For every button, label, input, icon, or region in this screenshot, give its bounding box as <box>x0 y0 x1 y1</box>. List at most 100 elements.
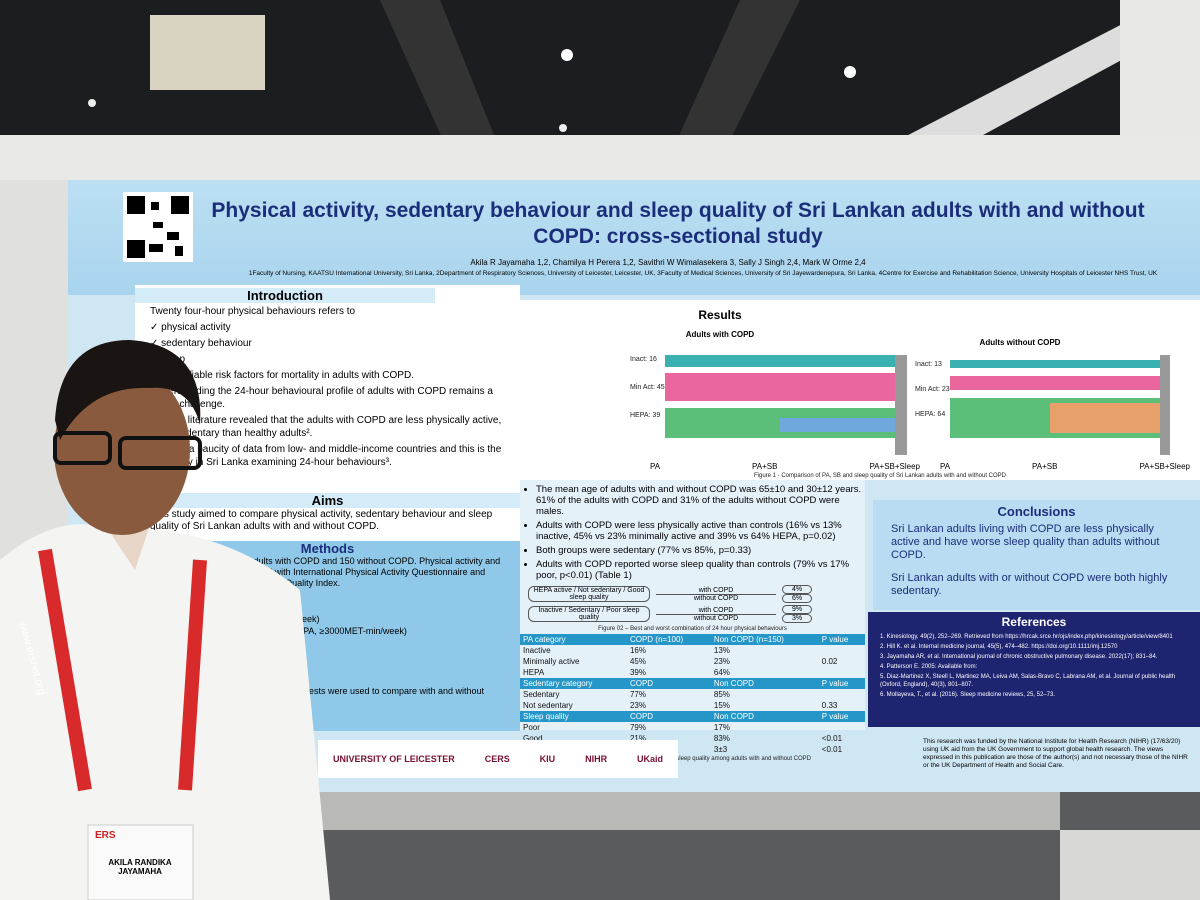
group: without COPD <box>693 594 739 602</box>
table-cell: Not sedentary <box>523 701 573 710</box>
node-label: Inact: 13 <box>915 361 942 368</box>
table-cell <box>819 645 865 656</box>
table-cell: 23% <box>629 701 646 710</box>
table-cell: P value <box>818 634 865 645</box>
profile: Inactive / Sedentary / Poor sleep qualit… <box>528 606 650 622</box>
logo: CERS <box>484 754 510 764</box>
poster: Physical activity, sedentary behaviour a… <box>68 180 1200 792</box>
reference: 1. Kinesiology, 49(2), 252–269. Retrieve… <box>880 634 1173 640</box>
qr-code <box>123 192 193 262</box>
logo: UKaid <box>637 754 664 764</box>
table-caption: Table 01 – Comparison of PA, SB and slee… <box>573 756 812 762</box>
result-bullet: Adults with COPD reported worse sleep qu… <box>536 559 865 581</box>
results-text: The mean age of adults with and without … <box>520 480 865 762</box>
table-cell: 17% <box>713 723 730 732</box>
table-cell: Good <box>523 734 543 743</box>
logos: UNIVERSITY OF LEICESTER CERS KIU NIHR UKaid <box>318 740 678 778</box>
intro-line: are modifiable risk factors for mortalit… <box>150 370 414 381</box>
table-cell: Poor <box>523 723 540 732</box>
profile: HEPA active / Not sedentary / Good sleep… <box>528 586 650 602</box>
nodes-left: Inact: 16 Min Act: 45 HEPA: 39 <box>630 355 665 439</box>
table-row: Poor 79% 17% <box>520 722 865 733</box>
table-cell: <0.01 <box>821 734 843 743</box>
conclusion: Sri Lankan adults with or without COPD w… <box>891 572 1168 597</box>
node-label: Min Act: 23 <box>915 386 950 393</box>
conclusions-heading: Conclusions <box>997 504 1076 519</box>
intro-text: Twenty four-hour physical behaviours ref… <box>150 305 510 472</box>
reference: 6. Mollayeva, T., et al. (2016). Sleep m… <box>880 692 1055 698</box>
table-row: Sedentary category COPD Non COPD P value <box>520 678 865 689</box>
percents: 4% 6% <box>782 585 812 603</box>
logo: NIHR <box>585 754 608 764</box>
table-cell: 79% <box>629 723 646 732</box>
table-row: HEPA 39% 64% <box>520 667 865 678</box>
table-cell: P value <box>818 711 865 722</box>
logo: KIU <box>539 754 556 764</box>
table-cell: Sleep quality <box>520 711 627 722</box>
aims-text: This study aimed to compare physical act… <box>150 509 493 532</box>
methods-heading: Methods <box>300 541 355 556</box>
table-row: Sedentary 77% 85% <box>520 689 865 700</box>
affiliations: 1Faculty of Nursing, KAATSU Internationa… <box>248 270 1158 277</box>
result-bullet: Both groups were sedentary (77% vs 85%, … <box>536 545 865 556</box>
funding: This research was funded by the National… <box>923 738 1188 769</box>
table-cell <box>819 722 865 733</box>
intro-heading: Introduction <box>135 288 435 303</box>
table-cell: COPD <box>626 711 711 722</box>
authors: Akila R Jayamaha 1,2, Chamilya H Perera … <box>470 258 866 267</box>
references-heading: References <box>1001 615 1067 629</box>
table-row: Good 21% 83% <0.01 <box>520 733 865 744</box>
percents: 9% 3% <box>782 605 812 623</box>
axis-label: PA+SB <box>1032 462 1058 471</box>
profile-row: Inactive / Sedentary / Poor sleep qualit… <box>528 605 857 623</box>
results-table: PA category COPD (n=100) Non COPD (n=150) P… <box>520 634 865 755</box>
badge-org: ERS <box>95 830 116 841</box>
reference: 3. Jayamaha AR, et al. International jou… <box>880 654 1158 660</box>
percent: 9% <box>782 605 812 614</box>
table-cell: 16% <box>629 646 646 655</box>
table-cell: <0.01 <box>821 745 843 754</box>
table-cell: 77% <box>629 690 646 699</box>
node-label: HEPA: 39 <box>630 412 661 419</box>
table-row: Not sedentary 23% 15% 0.33 <box>520 700 865 711</box>
sankey <box>665 355 1170 455</box>
intro-line: Twenty four-hour physical behaviours ref… <box>150 306 356 317</box>
table-cell: 21% <box>629 734 646 743</box>
table-cell: Non COPD (n=150) <box>710 634 819 645</box>
axis-label: PA <box>650 462 661 471</box>
table-row: Inactive 16% 13% <box>520 645 865 656</box>
table-cell: Sedentary <box>523 690 560 699</box>
axis-label: PA <box>940 462 951 471</box>
badge-name: AKILA RANDIKA JAYAMAHA <box>108 858 172 876</box>
table-cell: COPD (n=100) <box>626 634 711 645</box>
panel-left-title: Adults with COPD <box>685 330 755 339</box>
axis-label: PA+SB+Sleep <box>1139 462 1190 471</box>
poster-title: Physical activity, sedentary behaviour a… <box>211 199 1145 248</box>
node-label: Min Act: 45 <box>630 384 665 391</box>
result-bullet: Adults with COPD were less physically ac… <box>536 520 865 542</box>
table-cell: 23% <box>713 657 730 666</box>
results-figure: Results Adults with COPD Adults without … <box>520 300 1200 480</box>
reference: 4. Patterson E. 2005: Available from: <box>880 664 978 670</box>
table-cell: 0.33 <box>821 701 838 710</box>
reference: 2. Hill K. et al. Internal medicine jour… <box>880 644 1118 650</box>
table-cell <box>819 667 865 678</box>
table-row: Sleep quality COPD Non COPD P value <box>520 711 865 722</box>
table-cell: Non COPD <box>710 678 819 689</box>
results-heading: Results <box>698 308 742 322</box>
table-cell: 39% <box>629 668 646 677</box>
percent: 3% <box>782 614 812 623</box>
table-row: PA category COPD (n=100) Non COPD (n=150) P… <box>520 634 865 645</box>
group: with COPD <box>656 587 776 595</box>
table-cell: 85% <box>713 690 730 699</box>
person <box>0 340 330 900</box>
intro-line: ✓ physical activity <box>150 322 231 333</box>
table-cell: COPD <box>626 678 711 689</box>
groups: with COPD without COPD <box>656 587 776 602</box>
figure2-caption: Figure 02 – Best and worst combination o… <box>598 626 787 632</box>
axis-label: PA+SB <box>752 462 778 471</box>
result-bullet: The mean age of adults with and without … <box>536 484 865 517</box>
table-cell: 3±3 <box>713 745 728 754</box>
intro-line: Understanding the 24-hour behavioural pr… <box>150 386 493 410</box>
